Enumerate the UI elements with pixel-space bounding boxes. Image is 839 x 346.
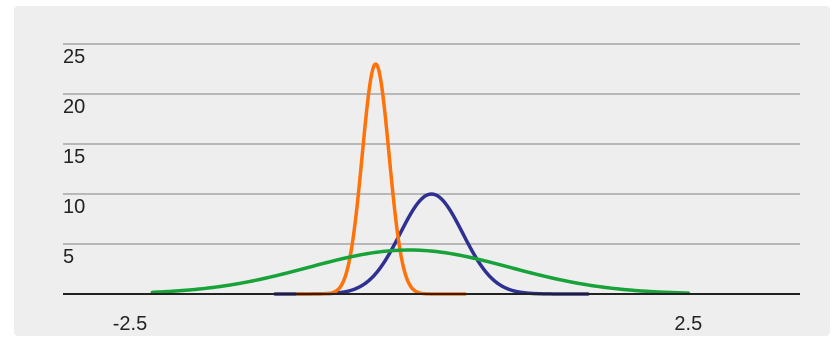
y-tick-label: 10 [63, 196, 85, 218]
y-tick-label: 15 [63, 146, 85, 168]
series-line-3 [150, 248, 691, 295]
x-tick-label: 2.5 [674, 313, 702, 335]
y-tick-label: 20 [63, 96, 85, 118]
y-tick-label: 25 [63, 46, 85, 68]
x-tick-label: -2.5 [113, 313, 147, 335]
y-tick-label: 5 [63, 246, 74, 268]
tick-labels: 5 10 15 20 25 -2.5 2.5 [63, 46, 702, 335]
series-line-2 [295, 62, 467, 296]
gridlines [63, 43, 800, 245]
series-layer [150, 62, 691, 296]
chart-panel [14, 6, 830, 336]
